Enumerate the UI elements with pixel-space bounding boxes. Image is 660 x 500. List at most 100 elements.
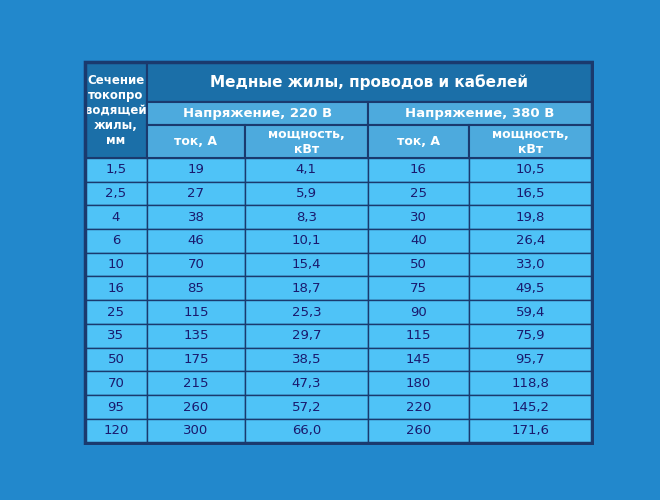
Bar <box>368 158 469 182</box>
Bar <box>469 206 591 229</box>
Text: 40: 40 <box>410 234 426 248</box>
Text: 25,3: 25,3 <box>292 306 321 318</box>
Bar <box>147 158 245 182</box>
Bar <box>368 182 469 206</box>
Text: мощность,
кВт: мощность, кВт <box>492 128 569 156</box>
Bar <box>147 395 245 419</box>
Text: 50: 50 <box>410 258 427 271</box>
Text: 70: 70 <box>187 258 205 271</box>
Text: 10,5: 10,5 <box>515 163 545 176</box>
Text: 29,7: 29,7 <box>292 330 321 342</box>
Bar <box>85 253 147 276</box>
Bar <box>368 253 469 276</box>
Bar <box>469 126 591 158</box>
Text: 115: 115 <box>405 330 431 342</box>
Bar <box>147 253 245 276</box>
Text: 19: 19 <box>187 163 205 176</box>
Text: 8,3: 8,3 <box>296 210 317 224</box>
Text: 19,8: 19,8 <box>515 210 545 224</box>
Text: 66,0: 66,0 <box>292 424 321 438</box>
Text: 95,7: 95,7 <box>515 353 545 366</box>
Text: 25: 25 <box>108 306 125 318</box>
Text: 10,1: 10,1 <box>292 234 321 248</box>
Bar <box>147 102 368 126</box>
Text: 145,2: 145,2 <box>512 400 549 413</box>
Bar <box>368 229 469 253</box>
Text: 300: 300 <box>183 424 209 438</box>
Text: ток, А: ток, А <box>174 135 218 148</box>
Bar <box>147 276 245 300</box>
Bar <box>368 206 469 229</box>
Text: 135: 135 <box>183 330 209 342</box>
Bar <box>147 419 245 442</box>
Bar <box>245 276 368 300</box>
Bar <box>469 395 591 419</box>
Text: 260: 260 <box>406 424 431 438</box>
Bar <box>469 372 591 395</box>
Bar <box>245 158 368 182</box>
Bar <box>469 158 591 182</box>
Bar <box>469 300 591 324</box>
Text: 35: 35 <box>108 330 125 342</box>
Bar <box>368 348 469 372</box>
Bar <box>85 182 147 206</box>
Text: 4,1: 4,1 <box>296 163 317 176</box>
Bar <box>469 348 591 372</box>
Bar <box>368 419 469 442</box>
Text: 260: 260 <box>183 400 209 413</box>
Bar <box>368 395 469 419</box>
Text: 180: 180 <box>406 377 431 390</box>
Text: 171,6: 171,6 <box>512 424 549 438</box>
Bar <box>245 324 368 347</box>
Bar <box>147 229 245 253</box>
Bar <box>368 300 469 324</box>
Text: Напряжение, 220 В: Напряжение, 220 В <box>183 108 332 120</box>
Bar <box>368 276 469 300</box>
Text: 25: 25 <box>410 187 427 200</box>
Text: 47,3: 47,3 <box>292 377 321 390</box>
Bar <box>469 324 591 347</box>
Text: 33,0: 33,0 <box>515 258 545 271</box>
Text: Напряжение, 380 В: Напряжение, 380 В <box>405 108 554 120</box>
Bar <box>85 324 147 347</box>
Text: ток, А: ток, А <box>397 135 440 148</box>
Bar <box>85 206 147 229</box>
Bar <box>245 206 368 229</box>
Text: 70: 70 <box>108 377 124 390</box>
Bar <box>245 348 368 372</box>
Bar <box>245 395 368 419</box>
Text: 120: 120 <box>103 424 129 438</box>
Text: 1,5: 1,5 <box>106 163 127 176</box>
Bar <box>147 206 245 229</box>
Text: 16: 16 <box>410 163 427 176</box>
Text: 59,4: 59,4 <box>515 306 545 318</box>
Bar <box>147 324 245 347</box>
Bar <box>469 182 591 206</box>
Bar <box>147 372 245 395</box>
Text: 118,8: 118,8 <box>512 377 549 390</box>
Text: 90: 90 <box>410 306 426 318</box>
Text: 85: 85 <box>187 282 205 295</box>
Text: 38,5: 38,5 <box>292 353 321 366</box>
Bar <box>469 229 591 253</box>
Bar <box>85 62 147 158</box>
Bar <box>245 229 368 253</box>
Text: 215: 215 <box>183 377 209 390</box>
Bar <box>469 419 591 442</box>
Text: 26,4: 26,4 <box>515 234 545 248</box>
Text: 6: 6 <box>112 234 120 248</box>
Bar <box>245 419 368 442</box>
Text: Сечение
токопро
водящей
жилы,
мм: Сечение токопро водящей жилы, мм <box>85 74 147 146</box>
Text: 16: 16 <box>108 282 124 295</box>
Bar <box>245 126 368 158</box>
Text: 57,2: 57,2 <box>292 400 321 413</box>
Text: 27: 27 <box>187 187 205 200</box>
Text: 15,4: 15,4 <box>292 258 321 271</box>
Bar <box>245 372 368 395</box>
Bar <box>368 102 591 126</box>
Text: 75: 75 <box>410 282 427 295</box>
Text: Медные жилы, проводов и кабелей: Медные жилы, проводов и кабелей <box>211 74 529 90</box>
Bar <box>245 182 368 206</box>
Text: 46: 46 <box>187 234 205 248</box>
Text: 220: 220 <box>406 400 431 413</box>
